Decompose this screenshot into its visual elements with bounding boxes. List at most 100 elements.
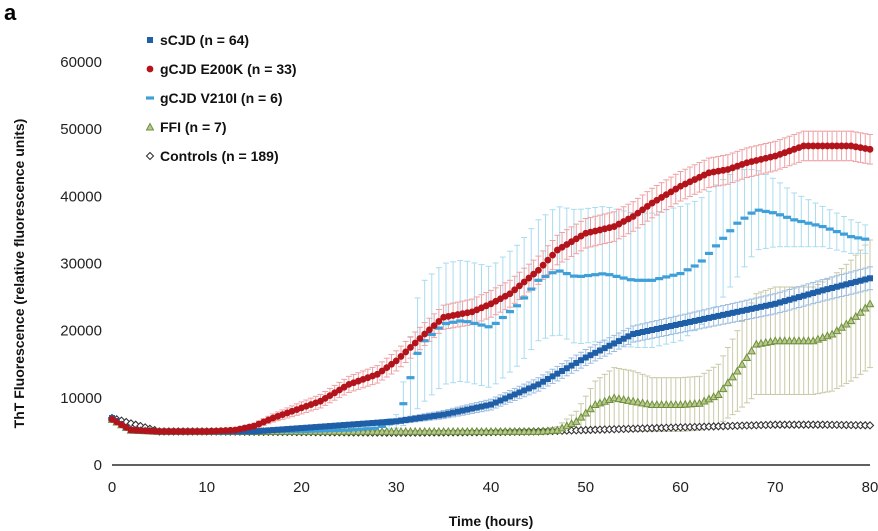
scjd-point — [331, 422, 338, 429]
legend-item-label: gCJD V210I (n = 6) — [160, 90, 283, 106]
gcjd-v210i-point — [655, 277, 664, 281]
scjd-point — [810, 290, 817, 297]
gcjd-e200k-point — [170, 428, 177, 435]
gcjd-e200k-point — [411, 339, 419, 347]
gcjd-v210i-point — [768, 211, 777, 215]
ffi-point — [614, 394, 624, 403]
y-axis-title: ThT Fluorescence (relative fluorescence … — [11, 119, 27, 429]
gcjd-v210i-point — [491, 321, 500, 325]
scjd-point — [549, 373, 556, 380]
gcjd-v210i-point — [378, 424, 387, 428]
gcjd-v210i-point — [498, 315, 507, 320]
gcjd-e200k-point — [544, 256, 552, 264]
scjd-point — [488, 401, 494, 408]
gcjd-v210i-point — [775, 213, 784, 217]
ffi-point — [571, 416, 581, 425]
y-tick-label: 0 — [94, 457, 102, 474]
gcjd-v210i-point — [477, 323, 486, 327]
gcjd-v210i-point — [733, 221, 742, 225]
gcjd-v210i-point — [783, 215, 792, 219]
scjd-point — [260, 427, 267, 434]
scjd-point — [658, 324, 665, 331]
scjd-point — [483, 402, 490, 409]
gcjd-v210i-point — [399, 402, 408, 406]
x-tick-label: 10 — [198, 479, 215, 496]
ffi-point — [633, 397, 643, 406]
scjd-point — [492, 399, 499, 406]
gcjd-e200k-point — [193, 428, 201, 435]
scjd-point — [767, 301, 774, 308]
gcjd-v210i-point — [697, 259, 706, 263]
scjd-point — [270, 427, 277, 434]
scjd-point — [251, 428, 258, 435]
gcjd-e200k-point — [189, 428, 196, 435]
scjd-point — [653, 325, 660, 332]
scjd-point — [322, 423, 329, 430]
gcjd-v210i-point — [505, 310, 514, 314]
scjd-point — [345, 421, 352, 428]
gcjd-e200k-point — [160, 428, 168, 435]
ffi-point — [846, 316, 856, 325]
gcjd-e200k-point — [823, 142, 831, 150]
scjd-point — [758, 303, 765, 310]
scjd-point — [274, 426, 281, 433]
gcjd-e200k-point — [842, 142, 850, 150]
gcjd-v210i-point — [626, 278, 635, 282]
scjd-point — [696, 316, 703, 323]
scjd-point — [592, 349, 599, 356]
gcjd-e200k-point — [421, 330, 429, 338]
gcjd-v210i-point — [648, 278, 657, 282]
ffi-point — [733, 366, 742, 375]
gcjd-v210i-point — [555, 269, 564, 273]
y-tick-label: 50000 — [60, 121, 102, 138]
scjd-point — [630, 331, 637, 338]
scjd-point — [388, 418, 395, 425]
gcjd-v210i-point — [292, 429, 301, 434]
gcjd-v210i-point — [434, 326, 443, 330]
scjd-point — [544, 376, 551, 383]
gcjd-e200k-point — [165, 428, 173, 435]
scjd-point — [568, 362, 575, 369]
gcjd-v210i-point — [356, 427, 365, 431]
scjd-point — [838, 282, 845, 289]
gcjd-v210i-point — [797, 219, 806, 224]
gcjd-v210i-point — [861, 237, 870, 241]
gcjd-v210i-point — [612, 274, 621, 278]
scjd-point — [781, 298, 788, 305]
scjd-point — [862, 276, 869, 283]
gcjd-v210i-point — [335, 428, 344, 432]
ffi-point — [586, 404, 595, 413]
scjd-point — [397, 417, 404, 424]
scjd-point — [530, 383, 537, 390]
gcjd-v210i-point — [719, 236, 728, 240]
y-tick-label: 60000 — [60, 54, 102, 71]
gcjd-e200k-point — [416, 335, 424, 342]
x-axis-title: Time (hours) — [449, 513, 534, 529]
gcjd-v210i-point — [342, 428, 351, 432]
y-tick-label: 40000 — [60, 188, 102, 205]
scjd-point — [720, 311, 727, 318]
scjd-point — [379, 419, 386, 426]
scjd-point — [559, 367, 566, 374]
legend-marker — [146, 96, 154, 100]
x-tick-label: 50 — [577, 479, 594, 496]
gcjd-e200k-point — [407, 344, 414, 351]
gcjd-v210i-point — [577, 274, 586, 278]
gcjd-v210i-point — [740, 216, 749, 220]
scjd-point — [350, 421, 357, 428]
scjd-point — [307, 424, 314, 431]
gcjd-v210i-point — [548, 271, 557, 275]
scjd-point — [341, 422, 348, 429]
gcjd-e200k-point — [828, 142, 836, 150]
scjd-point — [852, 278, 859, 285]
gcjd-e200k-point — [383, 364, 391, 372]
gcjd-e200k-point — [388, 360, 395, 368]
gcjd-v210i-point — [619, 276, 628, 280]
gcjd-e200k-point — [511, 286, 519, 294]
scjd-point — [663, 323, 670, 330]
y-tick-label: 20000 — [60, 323, 102, 340]
gcjd-v210i-point — [470, 321, 479, 325]
scjd-point — [596, 347, 603, 354]
scjd-point — [412, 415, 419, 422]
ffi-point — [718, 384, 728, 393]
